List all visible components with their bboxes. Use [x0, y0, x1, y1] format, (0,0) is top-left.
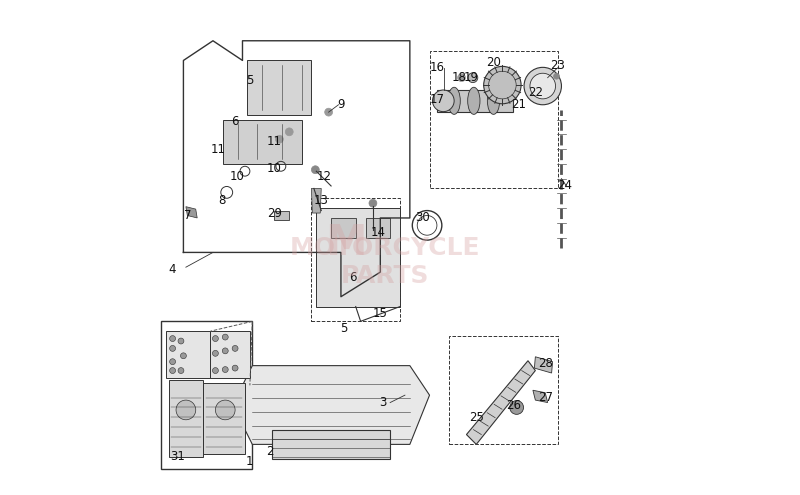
- Text: 8: 8: [218, 194, 226, 207]
- Circle shape: [213, 350, 218, 356]
- Polygon shape: [311, 189, 322, 213]
- Circle shape: [213, 336, 218, 342]
- Text: M: M: [325, 222, 366, 263]
- Text: 28: 28: [538, 357, 553, 370]
- Polygon shape: [233, 366, 430, 445]
- Circle shape: [275, 135, 283, 143]
- Circle shape: [433, 90, 454, 112]
- Text: 18: 18: [452, 71, 466, 84]
- Polygon shape: [466, 361, 535, 445]
- Ellipse shape: [468, 87, 480, 114]
- Circle shape: [222, 348, 228, 354]
- Circle shape: [458, 74, 466, 82]
- Text: 14: 14: [370, 226, 386, 239]
- Text: 12: 12: [316, 170, 331, 183]
- Bar: [450, 336, 558, 445]
- Circle shape: [181, 353, 186, 359]
- Text: 2: 2: [266, 446, 274, 458]
- Text: 22: 22: [528, 86, 543, 99]
- Circle shape: [232, 346, 238, 351]
- Text: 27: 27: [538, 391, 553, 404]
- Text: 11: 11: [210, 143, 226, 155]
- Polygon shape: [203, 383, 245, 454]
- Polygon shape: [169, 380, 203, 457]
- Polygon shape: [247, 60, 311, 115]
- Text: 21: 21: [510, 98, 526, 111]
- Text: 4: 4: [169, 263, 176, 276]
- Text: 1: 1: [246, 455, 254, 468]
- Circle shape: [232, 365, 238, 371]
- Polygon shape: [331, 218, 356, 238]
- Polygon shape: [437, 90, 514, 112]
- Polygon shape: [272, 430, 390, 459]
- Bar: [162, 321, 252, 469]
- Circle shape: [554, 73, 559, 79]
- Polygon shape: [316, 208, 400, 306]
- Text: 9: 9: [337, 98, 345, 111]
- Text: 16: 16: [430, 61, 445, 74]
- Circle shape: [178, 368, 184, 374]
- Circle shape: [325, 108, 333, 116]
- Text: 7: 7: [184, 209, 191, 222]
- Text: 6: 6: [231, 115, 239, 129]
- Circle shape: [468, 73, 478, 83]
- Text: 11: 11: [267, 135, 282, 148]
- Circle shape: [215, 400, 235, 420]
- Text: 30: 30: [414, 211, 430, 224]
- Circle shape: [170, 336, 175, 342]
- Circle shape: [222, 334, 228, 340]
- Circle shape: [286, 128, 293, 136]
- Bar: [430, 50, 558, 189]
- Text: MOTORCYCLE
PARTS: MOTORCYCLE PARTS: [290, 237, 481, 288]
- Circle shape: [484, 66, 521, 104]
- Text: 26: 26: [506, 398, 521, 411]
- Text: 6: 6: [350, 271, 357, 284]
- Text: 10: 10: [230, 170, 245, 183]
- Circle shape: [524, 67, 562, 105]
- Polygon shape: [222, 119, 302, 164]
- Circle shape: [369, 199, 377, 207]
- Text: 24: 24: [558, 180, 572, 193]
- Text: 17: 17: [430, 94, 445, 106]
- Polygon shape: [186, 206, 198, 218]
- Circle shape: [170, 359, 175, 365]
- Circle shape: [178, 338, 184, 344]
- Text: 13: 13: [314, 194, 329, 207]
- Circle shape: [176, 400, 196, 420]
- Polygon shape: [166, 331, 210, 378]
- Text: 25: 25: [469, 411, 484, 424]
- Text: 20: 20: [486, 56, 501, 69]
- Polygon shape: [534, 357, 553, 373]
- Text: 10: 10: [267, 162, 282, 175]
- Text: 31: 31: [170, 450, 185, 463]
- Text: 19: 19: [464, 71, 479, 84]
- Bar: [311, 198, 400, 321]
- Text: 5: 5: [246, 74, 254, 87]
- Circle shape: [170, 368, 175, 374]
- Ellipse shape: [487, 87, 500, 114]
- Polygon shape: [533, 390, 548, 402]
- Circle shape: [213, 368, 218, 374]
- Circle shape: [222, 367, 228, 373]
- Text: 15: 15: [373, 307, 388, 320]
- Text: 3: 3: [379, 396, 386, 409]
- Text: 5: 5: [340, 322, 347, 335]
- Circle shape: [170, 346, 175, 351]
- Polygon shape: [274, 210, 290, 220]
- Ellipse shape: [448, 87, 460, 114]
- Polygon shape: [210, 331, 250, 378]
- Circle shape: [530, 73, 555, 99]
- Polygon shape: [366, 218, 390, 238]
- Text: 23: 23: [550, 59, 565, 72]
- Text: 29: 29: [267, 206, 282, 220]
- Circle shape: [510, 400, 523, 414]
- Circle shape: [311, 166, 319, 174]
